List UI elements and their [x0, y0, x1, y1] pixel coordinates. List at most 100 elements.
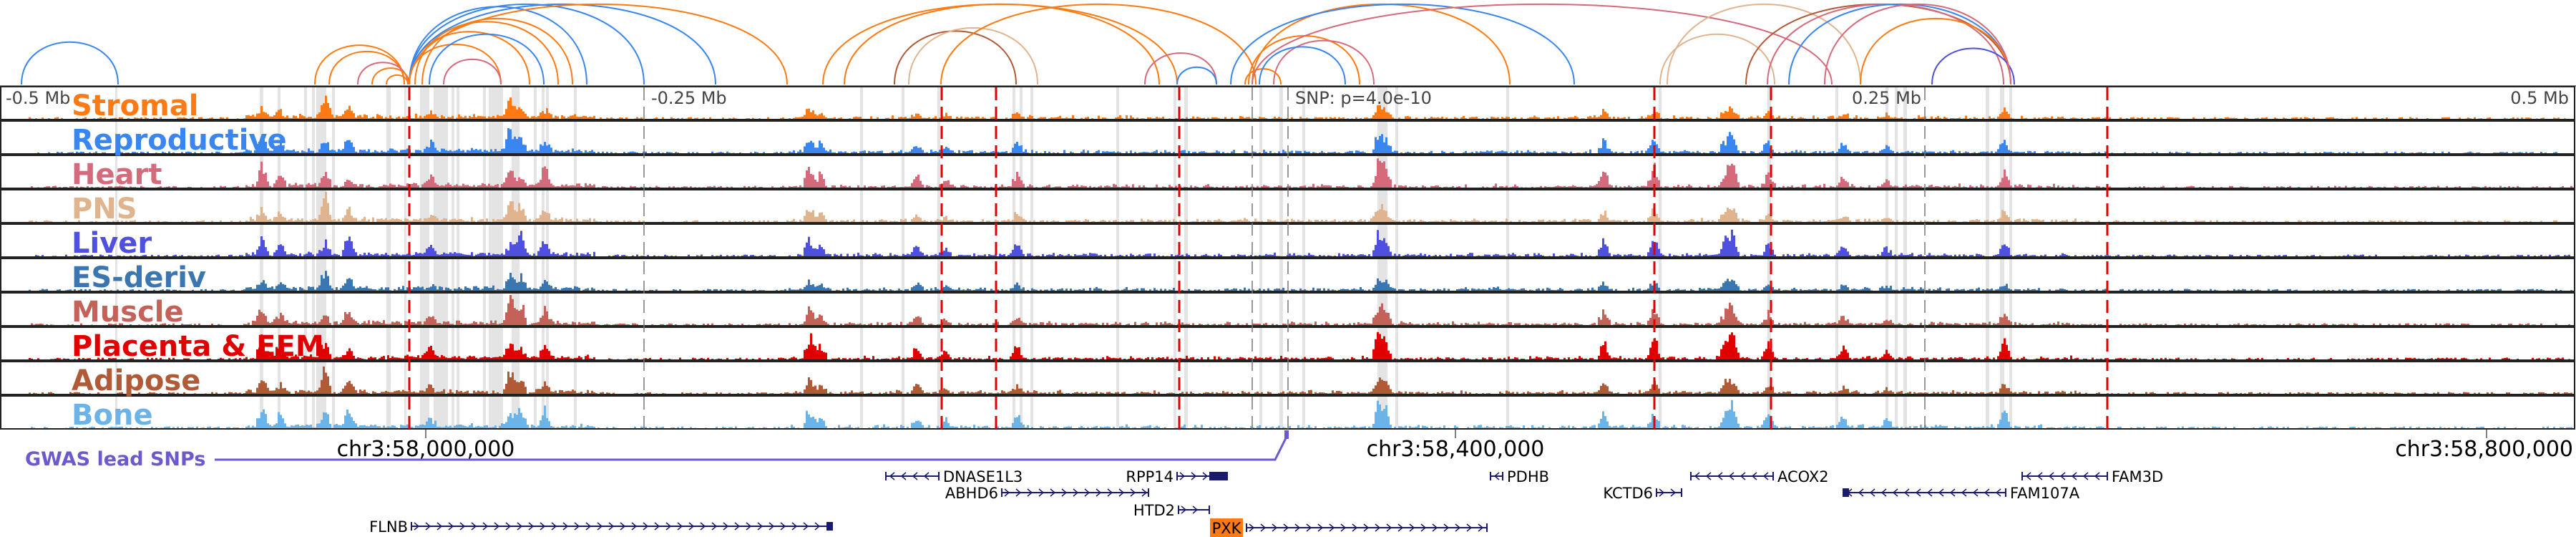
signal-bars	[35, 229, 2570, 256]
gene-fam3d[interactable]: FAM3D	[2021, 468, 2163, 485]
signal-bars	[31, 295, 2570, 325]
strand-arrows-icon	[1181, 505, 1199, 514]
strand-arrows-icon	[1659, 488, 1677, 497]
track-label: Placenta & EEM	[72, 330, 324, 363]
strand-arrows-icon	[2025, 472, 2100, 480]
loop-arc	[21, 41, 119, 85]
track-label: Stromal	[72, 90, 199, 122]
gene-label: KCTD6	[1603, 485, 1653, 502]
gene-acox2[interactable]: ACOX2	[1690, 468, 1829, 485]
gene-pdhb[interactable]: PDHB	[1490, 468, 1549, 485]
track-label: Reproductive	[72, 124, 287, 157]
loop-arc	[1931, 47, 2015, 85]
signal-bars	[29, 271, 2572, 291]
loop-arc	[1252, 3, 1833, 85]
signal-track-es-deriv	[29, 271, 2572, 291]
loop-arc	[1659, 33, 1775, 85]
loop-arc	[844, 3, 1160, 85]
strand-arrows-icon	[414, 522, 821, 531]
axis-label-right: 0.5 Mb	[2510, 88, 2569, 108]
signal-track-muscle	[31, 295, 2570, 325]
gene-dnase1l3[interactable]: DNASE1L3	[885, 468, 1023, 485]
loop-arc	[409, 4, 716, 85]
loop-arc	[386, 74, 409, 85]
loop-arc	[421, 17, 573, 85]
gene-pxk[interactable]: PXK	[1210, 518, 1488, 537]
strand-arrows-icon	[1249, 523, 1484, 532]
coord-label: chr3:58,800,000	[2395, 437, 2573, 462]
loop-arc	[1259, 46, 1346, 85]
gene-rpp14[interactable]: RPP14	[1126, 468, 1228, 485]
gene-label: DNASE1L3	[943, 468, 1023, 485]
loop-arc	[1273, 39, 1375, 85]
signal-track-adipose	[29, 366, 2572, 394]
signal-bars	[29, 95, 2566, 119]
gwas-track-label: GWAS lead SNPs	[25, 448, 205, 470]
loop-arc	[409, 3, 645, 85]
track-label: Heart	[72, 158, 162, 191]
loop-arc	[314, 44, 405, 85]
track-label: Muscle	[72, 296, 184, 329]
signal-track-pns	[29, 192, 2557, 222]
coord-label: chr3:58,400,000	[1367, 437, 1545, 462]
loop-arc	[409, 4, 788, 85]
gene-label: RPP14	[1126, 468, 1174, 485]
gene-label: HTD2	[1133, 502, 1175, 519]
signal-track-reproductive	[37, 128, 2557, 153]
track-label: Bone	[72, 399, 153, 432]
loop-arc	[894, 30, 1017, 85]
gene-htd2[interactable]: HTD2	[1133, 502, 1210, 519]
gene-label: FAM107A	[2010, 485, 2080, 502]
signal-bars	[29, 366, 2572, 394]
loop-arc	[940, 3, 1257, 85]
signal-track-placenta-eem	[29, 332, 2570, 359]
track-label: PNS	[72, 193, 137, 226]
signal-track-liver	[35, 229, 2570, 256]
signal-tracks	[29, 95, 2572, 428]
gene-abhd6[interactable]: ABHD6	[945, 485, 1149, 502]
gene-label: PXK	[1212, 520, 1242, 537]
signal-bars	[31, 400, 2572, 428]
gene-fam107a[interactable]: FAM107A	[1843, 485, 2080, 502]
axis-label-mid-right: 0.25 Mb	[1852, 88, 1921, 108]
strand-arrows-icon	[1179, 472, 1220, 480]
strand-arrows-icon	[1694, 472, 1769, 480]
loop-arc	[1824, 3, 2011, 85]
signal-track-bone	[31, 400, 2572, 428]
gene-flnb[interactable]: FLNB	[369, 518, 833, 536]
loop-arc	[1860, 17, 2011, 85]
loop-arc	[429, 33, 545, 85]
gene-label: PDHB	[1507, 468, 1549, 485]
signal-track-stromal	[29, 95, 2566, 119]
gene-label: FAM3D	[2112, 468, 2163, 485]
signal-bars	[29, 192, 2557, 222]
loop-arc	[1144, 52, 1217, 85]
gwas-lead-snp-marker[interactable]	[1284, 430, 1289, 439]
strand-arrows-icon	[889, 472, 930, 480]
gene-highlight	[1210, 518, 1243, 537]
track-label: Liver	[72, 227, 152, 260]
loop-arc	[371, 67, 410, 85]
exon	[1209, 472, 1227, 480]
track-labels: StromalReproductiveHeartPNSLiverES-deriv…	[72, 90, 324, 432]
exon	[826, 522, 832, 531]
track-label: ES-deriv	[72, 261, 206, 294]
signal-bars	[37, 128, 2557, 153]
strand-arrows-icon	[1004, 488, 1148, 497]
signal-bars	[31, 158, 2572, 188]
coord-label: chr3:58,000,000	[337, 437, 515, 462]
gene-kctd6[interactable]: KCTD6	[1603, 485, 1682, 502]
loop-arc	[443, 58, 502, 85]
loop-arc	[908, 27, 1038, 85]
signal-track-heart	[31, 158, 2572, 188]
exon	[1843, 488, 1849, 497]
loop-arc	[1176, 67, 1217, 85]
gene-label: FLNB	[369, 518, 408, 536]
loop-arc	[1667, 3, 1861, 85]
gwas-snp-link	[215, 437, 1287, 461]
loop-arc	[1230, 3, 1575, 85]
snp-pvalue-label: SNP: p=4.0e-10	[1295, 88, 1432, 108]
axis-label-left: -0.5 Mb	[6, 88, 70, 108]
